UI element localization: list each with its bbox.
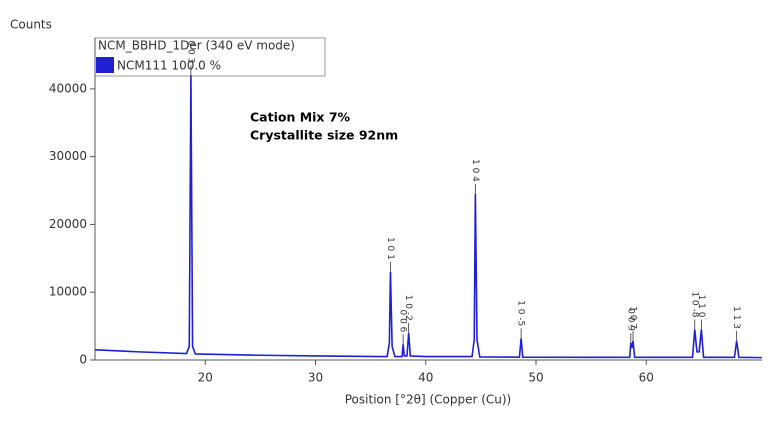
y-axis-label: Counts: [10, 18, 52, 32]
legend-label: NCM111 100.0 %: [117, 59, 221, 73]
annotation: Crystallite size 92nm: [250, 128, 398, 143]
y-tick-label: 20000: [49, 217, 87, 231]
x-tick-label: 50: [528, 371, 543, 385]
legend-box: [94, 37, 326, 77]
peak-label: 0 0 3: [185, 40, 195, 63]
peak-label: 1 0 -2: [403, 295, 413, 321]
peak-label: 1 0 7: [628, 306, 638, 329]
x-tick-label: 40: [418, 371, 433, 385]
legend-title: NCM_BBHD_1Der (340 eV mode): [98, 39, 295, 53]
y-tick-label: 40000: [49, 81, 87, 95]
y-tick-label: 0: [79, 353, 87, 367]
y-tick-label: 30000: [49, 149, 87, 163]
pattern-line: [94, 75, 763, 359]
peak-label: 1 0 -5: [516, 300, 526, 326]
peak-label: 0 0 6: [398, 310, 408, 333]
x-axis-label: Position [°2θ] (Copper (Cu)): [345, 393, 512, 407]
x-tick-label: 30: [308, 371, 323, 385]
peak-label: 1 0 -8: [689, 291, 699, 317]
legend-swatch: [96, 57, 114, 73]
x-tick-label: 60: [639, 371, 654, 385]
peak-label: 1 1 0: [696, 295, 706, 318]
annotation: Cation Mix 7%: [250, 110, 351, 125]
y-tick-label: 10000: [49, 285, 87, 299]
peak-label: 0 0 9: [625, 308, 635, 331]
peak-label: 1 0 4: [470, 159, 480, 182]
x-tick-label: 20: [198, 371, 213, 385]
peak-label: 1 1 3: [731, 306, 741, 329]
peak-label: 1 0 1: [385, 237, 395, 260]
